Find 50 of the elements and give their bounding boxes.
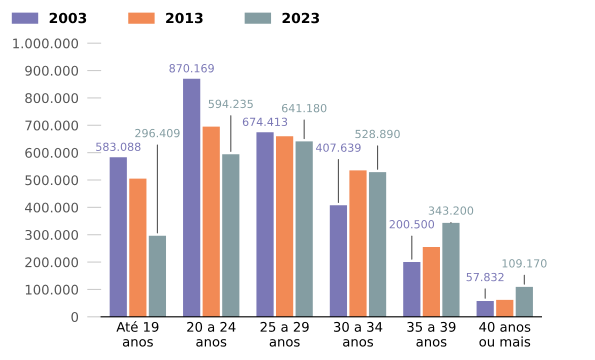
x-tick-label: 40 anos ou mais [479,322,530,347]
data-label: 528.890 [355,130,400,138]
bar [296,141,313,317]
data-label: 109.170 [502,259,547,268]
bar [516,286,533,317]
legend-label: 2003 [50,12,86,24]
x-tick-label: 35 a 39 anos [407,322,456,347]
legend-label: 2023 [282,12,320,24]
data-label: 674.413 [242,118,288,126]
bar [496,300,514,317]
x-tick-label: 25 a 29 anos [260,322,309,347]
x-tick-label: 30 a 34 anos [334,322,382,347]
data-label: 57.832 [466,272,504,282]
y-tick-label: 800.000 [25,93,78,104]
y-tick-label: 500.000 [25,175,78,186]
y-tick-label: 400.000 [25,202,78,213]
bar [442,222,460,317]
data-label: 594.235 [208,100,253,108]
bar [330,205,348,317]
y-tick-label: 1.000.000 [13,38,78,48]
bar [222,154,240,317]
bar [202,126,220,317]
y-tick-label: 300.000 [25,230,78,240]
x-tick-label: 20 a 24 anos [187,322,236,347]
legend-label: 2013 [166,12,203,24]
bar [148,236,166,317]
bar [276,136,294,317]
data-label: 296.409 [135,128,180,138]
bar [368,172,386,317]
y-tick-label: 700.000 [25,120,78,130]
bar [183,78,200,317]
y-tick-label: 900.000 [25,66,78,76]
data-label: 870.169 [169,64,214,72]
x-tick-label: Até 19 anos [116,321,158,347]
bar [349,170,367,317]
data-label: 407.639 [316,143,361,152]
data-label: 200.500 [390,220,434,228]
bar [422,247,440,317]
data-label: 583.088 [96,142,140,152]
data-label: 343.200 [428,206,474,215]
bar [476,300,494,317]
bar [256,132,274,317]
y-tick-label: 200.000 [25,257,78,268]
data-label: 641.180 [282,104,326,112]
y-tick-label: 0 [71,312,78,322]
bar [110,157,127,317]
y-tick-label: 100.000 [26,284,78,295]
bar [403,262,420,317]
bar [129,178,146,317]
y-tick-label: 600.000 [25,148,78,158]
